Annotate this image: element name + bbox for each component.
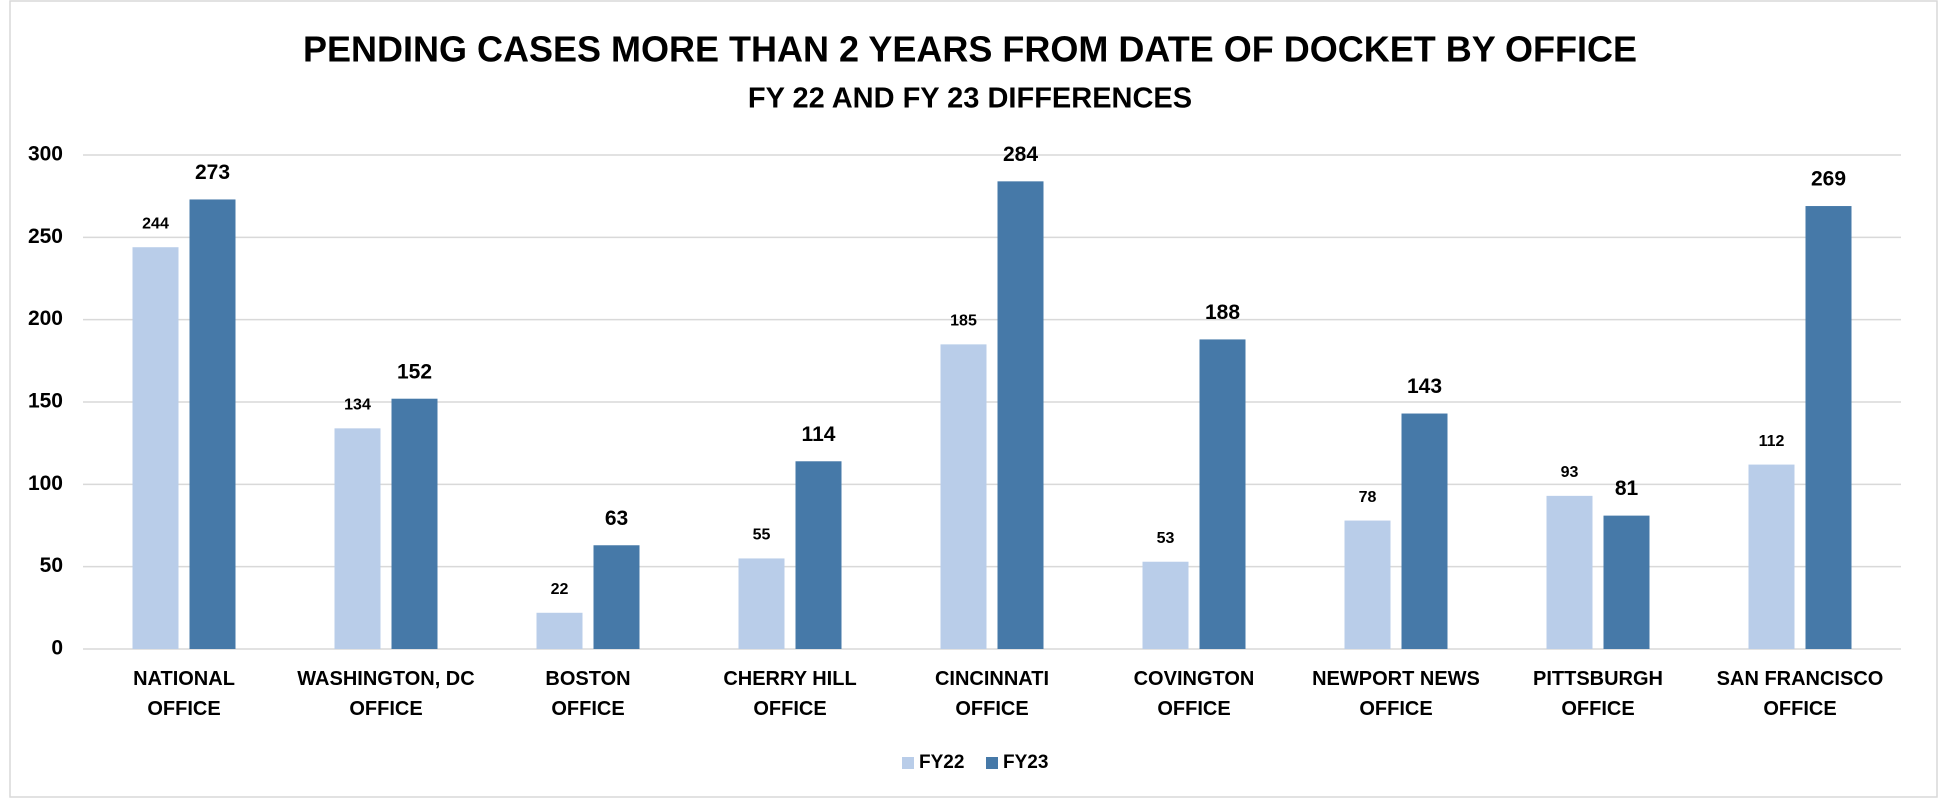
bar bbox=[334, 428, 381, 649]
bar bbox=[132, 247, 179, 650]
bar bbox=[1603, 515, 1650, 649]
data-label: 114 bbox=[802, 423, 836, 446]
data-label: 185 bbox=[950, 313, 977, 330]
y-tick-label: 100 bbox=[28, 472, 63, 495]
y-tick-label: 300 bbox=[28, 143, 63, 166]
data-label: 93 bbox=[1561, 464, 1579, 481]
bar bbox=[1805, 206, 1852, 649]
data-label: 112 bbox=[1759, 433, 1785, 450]
bar bbox=[189, 199, 236, 649]
x-tick-label: COVINGTON OFFICE bbox=[1134, 668, 1255, 720]
y-tick-label: 50 bbox=[40, 554, 63, 577]
y-tick-label: 0 bbox=[51, 637, 63, 660]
data-label: 143 bbox=[1407, 375, 1442, 398]
x-tick-label: PITTSBURGH OFFICE bbox=[1533, 668, 1663, 720]
bar bbox=[391, 398, 438, 649]
bar bbox=[1344, 520, 1391, 649]
x-tick-label: NEWPORT NEWS OFFICE bbox=[1312, 668, 1480, 720]
bar bbox=[940, 344, 987, 649]
data-label: 81 bbox=[1615, 477, 1639, 500]
data-label: 55 bbox=[753, 527, 771, 544]
chart-subtitle: FY 22 AND FY 23 DIFFERENCES bbox=[748, 83, 1192, 115]
x-tick-label: NATIONAL OFFICE bbox=[133, 668, 235, 720]
x-tick-label: SAN FRANCISCO OFFICE bbox=[1717, 668, 1884, 720]
chart-title: PENDING CASES MORE THAN 2 YEARS FROM DAT… bbox=[303, 29, 1637, 70]
legend-label: FY23 bbox=[1003, 752, 1048, 773]
x-tick-label: CINCINNATI OFFICE bbox=[935, 668, 1049, 720]
bar bbox=[593, 545, 640, 649]
bar bbox=[997, 181, 1044, 649]
bar bbox=[1748, 464, 1795, 649]
x-tick-label: WASHINGTON, DC OFFICE bbox=[297, 668, 474, 720]
legend-swatch bbox=[902, 757, 914, 769]
bar bbox=[1199, 339, 1246, 649]
data-label: 134 bbox=[344, 397, 371, 414]
bar bbox=[536, 612, 583, 649]
legend-swatch bbox=[986, 757, 998, 769]
y-tick-label: 150 bbox=[28, 390, 63, 413]
data-label: 22 bbox=[551, 581, 569, 598]
data-label: 244 bbox=[142, 215, 169, 232]
data-label: 63 bbox=[605, 507, 628, 530]
data-label: 273 bbox=[195, 161, 230, 184]
bar bbox=[1401, 413, 1448, 649]
data-label: 78 bbox=[1359, 489, 1377, 506]
x-tick-label: BOSTON OFFICE bbox=[545, 668, 630, 720]
data-label: 53 bbox=[1157, 530, 1175, 547]
data-label: 284 bbox=[1003, 143, 1038, 166]
y-tick-label: 200 bbox=[28, 307, 63, 330]
data-label: 269 bbox=[1811, 168, 1846, 191]
y-tick-label: 250 bbox=[28, 225, 63, 248]
bar bbox=[795, 461, 842, 649]
data-label: 188 bbox=[1205, 301, 1240, 324]
bar bbox=[1546, 495, 1593, 649]
legend-label: FY22 bbox=[919, 752, 964, 773]
bar bbox=[1142, 561, 1189, 649]
x-tick-label: CHERRY HILL OFFICE bbox=[723, 668, 856, 720]
data-label: 152 bbox=[397, 360, 432, 383]
bar bbox=[738, 558, 785, 649]
